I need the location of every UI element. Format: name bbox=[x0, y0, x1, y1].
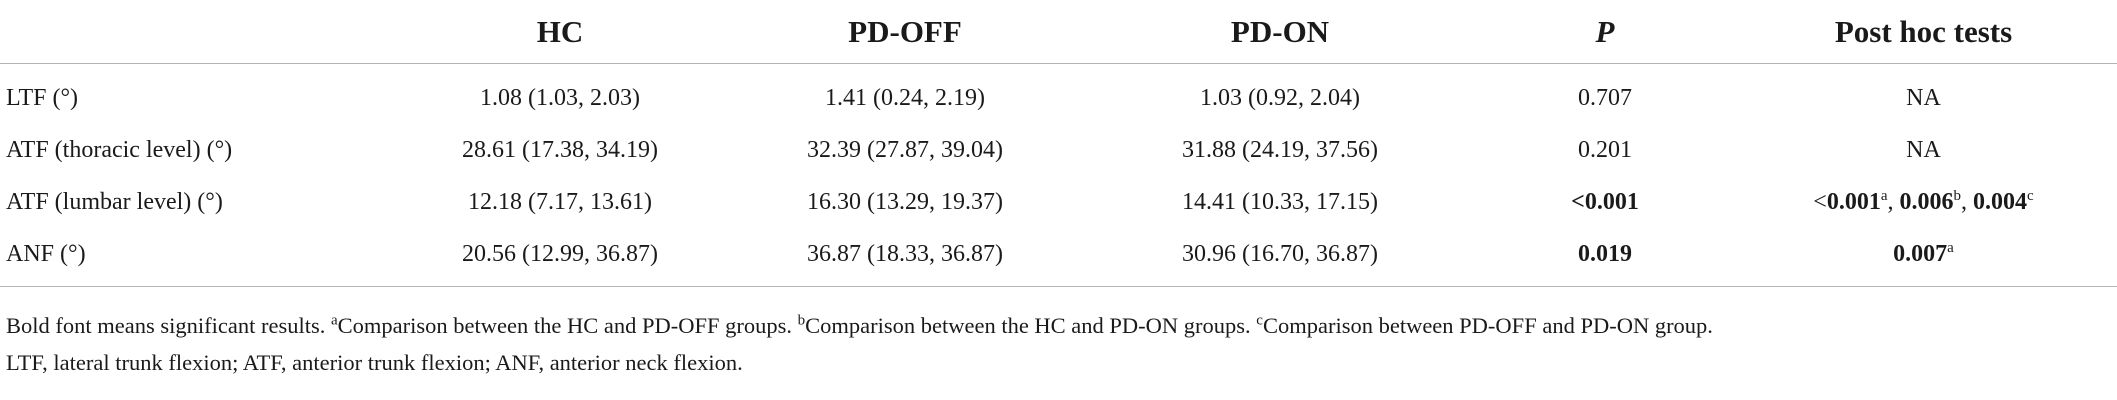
results-table: HC PD-OFF PD-ON P Post hoc tests LTF (°)… bbox=[0, 0, 2117, 287]
row-label: ATF (lumbar level) (°) bbox=[6, 188, 223, 215]
cell-pd-off: 1.41 (0.24, 2.19) bbox=[825, 84, 985, 111]
cell-pd-off: 32.39 (27.87, 39.04) bbox=[807, 136, 1003, 163]
table-row: ANF (°) 20.56 (12.99, 36.87) 36.87 (18.3… bbox=[0, 228, 2117, 287]
posthoc-value: 0.006 bbox=[1899, 188, 1954, 215]
posthoc-sup: c bbox=[2027, 187, 2034, 204]
posthoc-value: 0.004 bbox=[1973, 188, 2028, 215]
row-label: LTF (°) bbox=[6, 84, 79, 111]
header-post-hoc: Post hoc tests bbox=[1730, 0, 2117, 64]
footnote-line-1: Bold font means significant results. aCo… bbox=[6, 307, 2106, 344]
posthoc-lt: < bbox=[1813, 188, 1827, 215]
cell-p: <0.001 bbox=[1571, 188, 1639, 215]
posthoc-sep: , bbox=[1961, 188, 1974, 215]
cell-pd-on: 31.88 (24.19, 37.56) bbox=[1182, 136, 1378, 163]
posthoc-sup: a bbox=[1880, 187, 1888, 204]
table-footnote: Bold font means significant results. aCo… bbox=[6, 307, 2106, 381]
cell-p: 0.201 bbox=[1578, 136, 1632, 163]
cell-hc: 12.18 (7.17, 13.61) bbox=[468, 188, 652, 215]
footnote-note-c: Comparison between PD-OFF and PD-ON grou… bbox=[1262, 313, 1713, 338]
posthoc-value: 0.007 bbox=[1893, 240, 1948, 267]
header-pd-off: PD-OFF bbox=[730, 0, 1080, 64]
cell-post-hoc: NA bbox=[1906, 84, 1941, 111]
posthoc-value: 0.001 bbox=[1826, 188, 1881, 215]
table-row: LTF (°) 1.08 (1.03, 2.03) 1.41 (0.24, 2.… bbox=[0, 64, 2117, 125]
footnote-note-b: Comparison between the HC and PD-ON grou… bbox=[805, 313, 1257, 338]
footnote-line-2: LTF, lateral trunk flexion; ATF, anterio… bbox=[6, 350, 743, 375]
posthoc-sep: , bbox=[1887, 188, 1900, 215]
cell-p: 0.019 bbox=[1480, 228, 1730, 287]
row-label: ANF (°) bbox=[0, 228, 390, 287]
posthoc-sup: b bbox=[1953, 187, 1962, 204]
cell-pd-off: 16.30 (13.29, 19.37) bbox=[807, 188, 1003, 215]
table-row: ATF (thoracic level) (°) 28.61 (17.38, 3… bbox=[0, 124, 2117, 176]
cell-p: 0.707 bbox=[1578, 84, 1632, 111]
cell-post-hoc: NA bbox=[1906, 136, 1941, 163]
posthoc-sup: a bbox=[1947, 239, 1954, 256]
header-p: P bbox=[1480, 0, 1730, 64]
header-hc: HC bbox=[390, 0, 730, 64]
footnote-sup-b: b bbox=[797, 312, 806, 329]
row-label: ATF (thoracic level) (°) bbox=[6, 136, 233, 163]
results-table-container: HC PD-OFF PD-ON P Post hoc tests LTF (°)… bbox=[0, 0, 2117, 287]
cell-hc: 28.61 (17.38, 34.19) bbox=[462, 136, 658, 163]
cell-post-hoc: 0.007a bbox=[1730, 228, 2117, 287]
cell-hc: 1.08 (1.03, 2.03) bbox=[480, 84, 640, 111]
footnote-bold-note: Bold font means significant results. bbox=[6, 313, 331, 338]
cell-pd-on: 30.96 (16.70, 36.87) bbox=[1080, 228, 1480, 287]
cell-hc: 20.56 (12.99, 36.87) bbox=[390, 228, 730, 287]
footnote-note-a: Comparison between the HC and PD-OFF gro… bbox=[337, 313, 798, 338]
table-header-row: HC PD-OFF PD-ON P Post hoc tests bbox=[0, 0, 2117, 64]
cell-pd-off: 36.87 (18.33, 36.87) bbox=[730, 228, 1080, 287]
header-empty bbox=[0, 0, 390, 64]
cell-post-hoc: <0.001a, 0.006b, 0.004c bbox=[1730, 176, 2117, 228]
cell-pd-on: 14.41 (10.33, 17.15) bbox=[1182, 188, 1378, 215]
footnote-sup-a: a bbox=[330, 312, 338, 329]
table-row: ATF (lumbar level) (°) 12.18 (7.17, 13.6… bbox=[0, 176, 2117, 228]
cell-pd-on: 1.03 (0.92, 2.04) bbox=[1200, 84, 1360, 111]
header-pd-on: PD-ON bbox=[1080, 0, 1480, 64]
footnote-sup-c: c bbox=[1256, 312, 1263, 329]
